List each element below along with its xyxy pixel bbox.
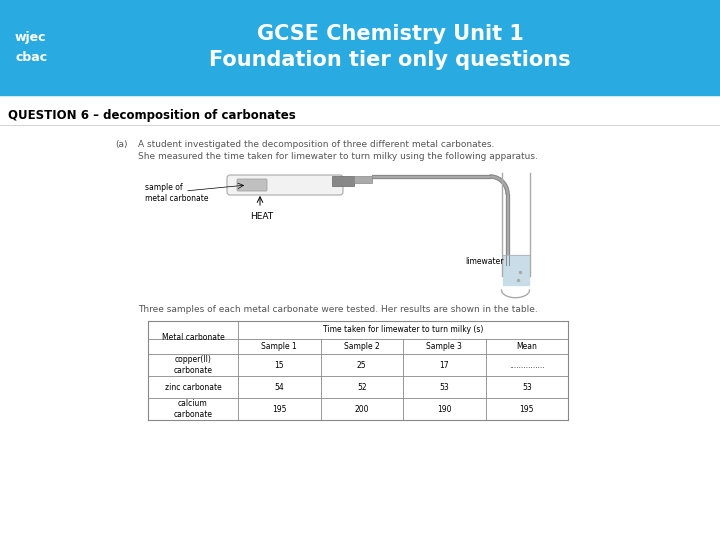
Text: ...............: ............... — [509, 361, 544, 369]
Text: 53: 53 — [522, 382, 531, 392]
Polygon shape — [495, 176, 498, 179]
Text: 17: 17 — [439, 361, 449, 369]
Text: Foundation tier only questions: Foundation tier only questions — [210, 51, 571, 71]
Text: 52: 52 — [357, 382, 366, 392]
Polygon shape — [496, 177, 498, 180]
Polygon shape — [505, 189, 508, 191]
Text: A student investigated the decomposition of three different metal carbonates.: A student investigated the decomposition… — [138, 140, 495, 149]
Text: Mean: Mean — [516, 342, 537, 351]
Text: limewater: limewater — [466, 258, 504, 267]
Text: GCSE Chemistry Unit 1: GCSE Chemistry Unit 1 — [256, 24, 523, 44]
Text: cbac: cbac — [15, 51, 47, 64]
Text: 190: 190 — [437, 404, 451, 414]
Text: 195: 195 — [272, 404, 287, 414]
Polygon shape — [503, 183, 505, 185]
Polygon shape — [503, 255, 528, 285]
Polygon shape — [503, 184, 506, 186]
Text: calcium
carbonate: calcium carbonate — [174, 399, 212, 418]
Text: Sample 3: Sample 3 — [426, 342, 462, 351]
Text: Time taken for limewater to turn milky (s): Time taken for limewater to turn milky (… — [323, 326, 483, 334]
Text: Three samples of each metal carbonate were tested. Her results are shown in the : Three samples of each metal carbonate we… — [138, 305, 538, 314]
Bar — [354, 176, 372, 183]
Polygon shape — [505, 187, 508, 189]
Text: HEAT: HEAT — [250, 212, 273, 221]
Text: Sample 1: Sample 1 — [261, 342, 297, 351]
Polygon shape — [504, 185, 507, 187]
Polygon shape — [497, 177, 500, 180]
Polygon shape — [499, 178, 502, 181]
Polygon shape — [506, 193, 509, 194]
FancyBboxPatch shape — [227, 175, 343, 195]
Text: 200: 200 — [354, 404, 369, 414]
Text: Sample 2: Sample 2 — [344, 342, 379, 351]
Text: She measured the time taken for limewater to turn milky using the following appa: She measured the time taken for limewate… — [138, 152, 538, 161]
Polygon shape — [505, 188, 508, 190]
Text: copper(II)
carbonate: copper(II) carbonate — [174, 355, 212, 375]
Text: 15: 15 — [274, 361, 284, 369]
Text: (a): (a) — [115, 140, 127, 149]
Polygon shape — [494, 176, 496, 179]
Polygon shape — [498, 178, 500, 181]
Text: 25: 25 — [357, 361, 366, 369]
Polygon shape — [500, 180, 503, 183]
Polygon shape — [504, 186, 508, 188]
Polygon shape — [501, 180, 504, 184]
Text: Metal carbonate: Metal carbonate — [161, 333, 225, 342]
Polygon shape — [490, 175, 491, 178]
Text: wjec: wjec — [15, 31, 47, 44]
Polygon shape — [491, 175, 492, 178]
Text: 53: 53 — [439, 382, 449, 392]
Text: sample of
metal carbonate: sample of metal carbonate — [145, 183, 209, 202]
Polygon shape — [505, 190, 509, 192]
Polygon shape — [492, 175, 494, 178]
Polygon shape — [493, 176, 495, 179]
Polygon shape — [500, 179, 503, 182]
Polygon shape — [502, 181, 505, 184]
Bar — [332, 176, 354, 186]
Text: 195: 195 — [520, 404, 534, 414]
Text: 54: 54 — [274, 382, 284, 392]
FancyBboxPatch shape — [237, 179, 267, 191]
Polygon shape — [506, 192, 509, 193]
Text: QUESTION 6 – decomposition of carbonates: QUESTION 6 – decomposition of carbonates — [8, 109, 296, 122]
Bar — [0, 0, 720, 95]
Text: zinc carbonate: zinc carbonate — [165, 382, 221, 392]
